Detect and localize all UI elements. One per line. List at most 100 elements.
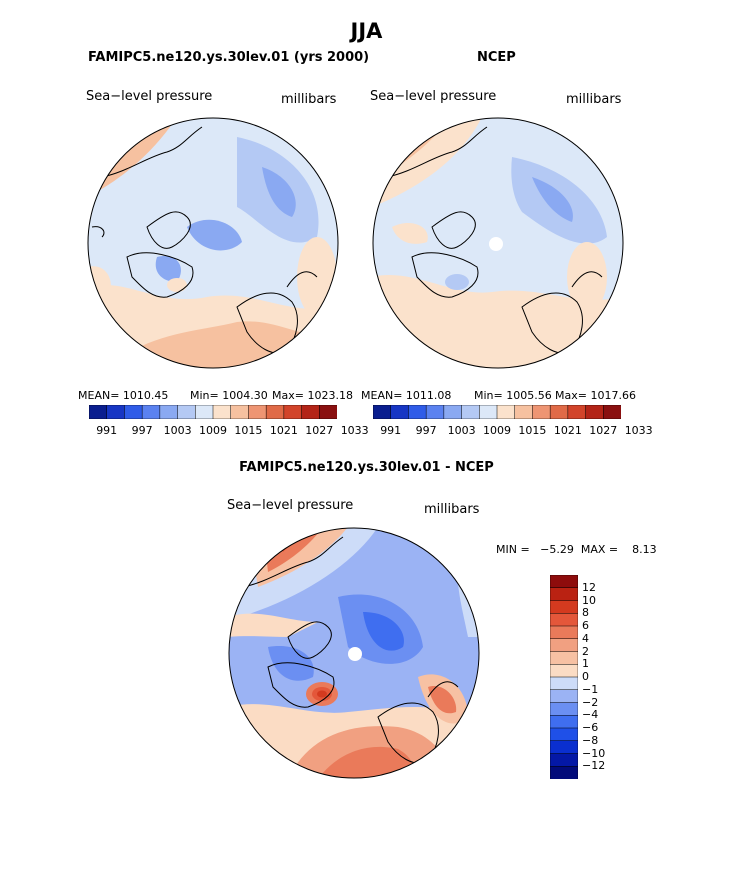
diff-colorbar-label: 12: [582, 580, 596, 594]
panel1-max: Max= 1023.18: [272, 389, 353, 402]
diff-colorbar-swatch: [550, 766, 578, 779]
diff-colorbar-swatch: [550, 753, 578, 767]
diff-colorbar-label: 8: [582, 606, 589, 620]
panel1-min: Min= 1004.30: [190, 389, 268, 402]
panel2-colorbar-swatch: [479, 405, 498, 419]
panel1-colorbar-tick: 1003: [163, 424, 192, 437]
diff-min-max: MIN = −5.29 MAX = 8.13: [496, 543, 657, 556]
diff-colorbar-swatch: [550, 740, 578, 755]
panel2-colorbar-swatch: [461, 405, 480, 419]
diff-colorbar: [550, 575, 578, 779]
panel2-pole-hole: [489, 237, 503, 251]
panel1-colorbar-tick: 991: [96, 424, 118, 437]
panel2-colorbar-tick: 1027: [589, 424, 618, 437]
diff-colorbar-label: −12: [582, 759, 606, 773]
panel1-colorbar-swatch: [106, 405, 125, 419]
panel1-field-label: Sea−level pressure: [86, 89, 213, 104]
diff-colorbar-swatch: [550, 600, 578, 614]
diff-title: FAMIPC5.ne120.ys.30lev.01 - NCEP: [239, 460, 494, 475]
panel1-colorbar-swatch: [177, 405, 196, 419]
diff-colorbar-label: −2: [582, 695, 599, 709]
panel2-colorbar-tick: 991: [380, 424, 402, 437]
diff-colorbar-label: −6: [582, 721, 599, 734]
panel1-colorbar-swatch: [230, 405, 249, 419]
diff-colorbar-swatch: [550, 715, 578, 729]
diff-units: millibars: [424, 502, 480, 517]
panel1-colorbar-swatch: [212, 405, 232, 419]
panel2-colorbar: [373, 405, 621, 419]
diff-map: [228, 527, 480, 779]
panel2-colorbar-swatch: [514, 405, 533, 419]
panel2-colorbar-tick: 1009: [483, 424, 511, 437]
panel1-map: [87, 117, 339, 369]
panel2-colorbar-swatch: [390, 405, 409, 419]
panel1-colorbar-swatch: [248, 405, 267, 419]
diff-colorbar-label: −1: [582, 682, 599, 696]
diff-colorbar-label: 0: [582, 670, 589, 683]
panel1-colorbar-tick: 1027: [305, 424, 334, 437]
panel1-colorbar-swatch: [265, 405, 285, 419]
panel2-colorbar-swatch: [408, 405, 427, 419]
panel2-colorbar-tick: 997: [415, 424, 437, 437]
panel1-colorbar-tick: 1015: [234, 424, 263, 437]
diff-colorbar-swatch: [550, 625, 578, 640]
panel2-colorbar-swatch: [585, 405, 604, 419]
diff-colorbar-swatch: [550, 575, 578, 589]
panel1-colorbar-tick: 1033: [340, 424, 369, 437]
diff-colorbar-swatch: [550, 587, 578, 602]
diff-colorbar-labels: 12 10 8 6 4 2 1 0 −1 −2 −4 −6 −8 −10 −12: [582, 575, 622, 779]
panel2-colorbar-swatch: [549, 405, 569, 419]
panel1-colorbar: [89, 405, 337, 419]
panel2-title: NCEP: [477, 50, 516, 65]
panel2-colorbar-swatch: [567, 405, 587, 419]
panel2-colorbar-swatch: [443, 405, 463, 419]
diff-colorbar-swatch: [550, 727, 578, 742]
panel2-colorbar-tick: 1021: [553, 424, 582, 437]
panel2-min: Min= 1005.56: [474, 389, 552, 402]
panel2-colorbar-tick: 1003: [447, 424, 476, 437]
diff-colorbar-swatch: [550, 664, 578, 678]
diff-colorbar-swatch: [550, 651, 578, 665]
diff-pole-hole: [348, 647, 362, 661]
diff-field-label: Sea−level pressure: [227, 498, 354, 513]
panel2-colorbar-swatch: [603, 405, 621, 419]
panel2-colorbar-swatch: [373, 405, 392, 419]
panel2-colorbar-tick: 1015: [518, 424, 547, 437]
diff-colorbar-swatch: [550, 676, 578, 691]
panel2-colorbar-swatch: [425, 405, 445, 419]
panel1-mean: MEAN= 1010.45: [78, 389, 169, 402]
diff-colorbar-label: 6: [582, 619, 589, 632]
panel1-colorbar-tick: 1009: [199, 424, 227, 437]
panel1-title: FAMIPC5.ne120.ys.30lev.01 (yrs 2000): [88, 50, 370, 65]
diff-colorbar-label: −8: [582, 733, 599, 747]
panel1-colorbar-tick: 997: [131, 424, 153, 437]
panel2-max: Max= 1017.66: [555, 389, 636, 402]
panel1-colorbar-swatch: [159, 405, 179, 419]
diff-colorbar-label: 1: [582, 657, 589, 671]
diff-colorbar-label: −4: [582, 708, 599, 722]
diff-colorbar-swatch: [550, 638, 578, 653]
panel2-colorbar-swatch: [532, 405, 551, 419]
diff-colorbar-label: 4: [582, 631, 589, 645]
panel2-colorbar-tick: 1033: [624, 424, 653, 437]
panel2-map: [372, 117, 624, 369]
panel2-field-label: Sea−level pressure: [370, 89, 497, 104]
panel2-colorbar-ticks: 991 997 1003 1009 1015 1021 1027 1033: [373, 424, 653, 438]
panel1-colorbar-swatch: [141, 405, 161, 419]
panel1-colorbar-tick: 1021: [269, 424, 298, 437]
diff-colorbar-label: 10: [582, 593, 596, 607]
main-title: JJA: [350, 19, 383, 43]
diff-colorbar-swatch: [550, 613, 578, 627]
panel1-colorbar-swatch: [195, 405, 214, 419]
panel1-colorbar-swatch: [124, 405, 143, 419]
panel1-colorbar-ticks: 991 997 1003 1009 1015 1021 1027 1033: [89, 424, 369, 438]
panel1-colorbar-swatch: [89, 405, 108, 419]
panel1-colorbar-swatch: [319, 405, 337, 419]
diff-colorbar-swatch: [550, 702, 578, 716]
diff-colorbar-label: −10: [582, 746, 606, 760]
panel1-colorbar-swatch: [301, 405, 320, 419]
panel2-units: millibars: [566, 92, 622, 107]
diff-colorbar-label: 2: [582, 644, 589, 658]
panel1-units: millibars: [281, 92, 337, 107]
panel2-mean: MEAN= 1011.08: [361, 389, 452, 402]
